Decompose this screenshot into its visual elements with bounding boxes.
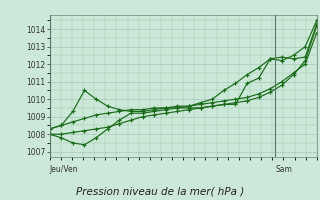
Text: Jeu/Ven: Jeu/Ven (50, 165, 78, 174)
Text: Sam: Sam (276, 165, 292, 174)
Text: Pression niveau de la mer( hPa ): Pression niveau de la mer( hPa ) (76, 186, 244, 196)
